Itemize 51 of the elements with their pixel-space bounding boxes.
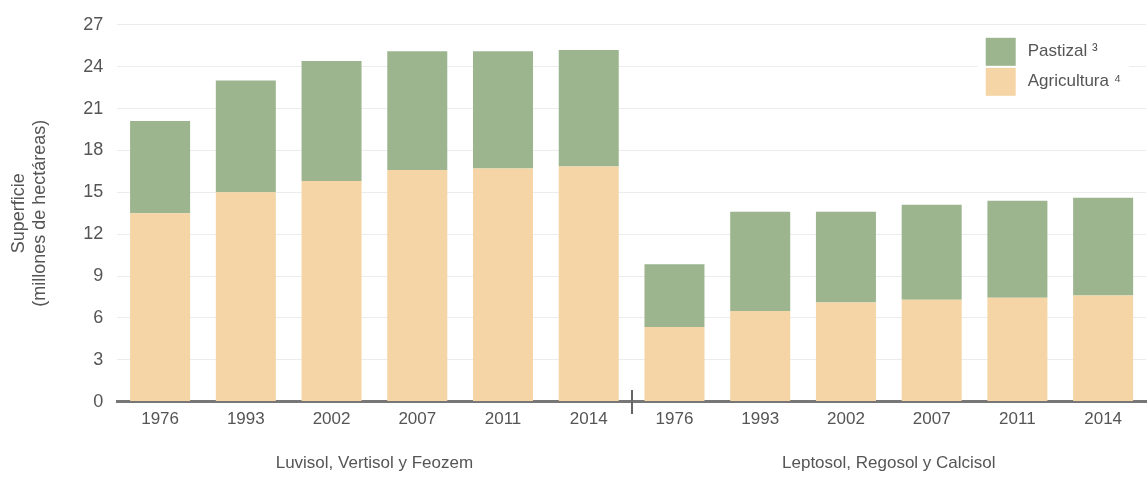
bar — [215, 80, 276, 193]
y-tick-label: 12 — [83, 223, 104, 244]
bar — [473, 51, 534, 169]
text: Leptosol, Regosol y Calcisol — [782, 453, 996, 473]
bar — [130, 213, 191, 402]
legend-label: Agricultura ⁴ — [1027, 71, 1122, 91]
x-tick-label: 2011 — [999, 409, 1036, 429]
bar — [1073, 295, 1134, 402]
bar — [987, 200, 1048, 298]
bar — [987, 297, 1048, 402]
x-tick-label: 1976 — [655, 409, 694, 429]
x-tick-label: 2014 — [569, 409, 608, 429]
x-tick-label: 2002 — [827, 409, 865, 429]
x-tick-label: 2011 — [484, 409, 522, 429]
y-axis-title: Superficie (millones de hectáreas) — [7, 119, 50, 307]
x-tick-label: 2002 — [312, 409, 351, 429]
bar — [387, 169, 448, 402]
legend-label: Pastizal ³ — [1027, 41, 1098, 61]
x-tick-label: 1993 — [741, 409, 780, 429]
bar — [730, 310, 791, 402]
x-tick-label: 1993 — [226, 409, 265, 429]
y-tick-label: 3 — [93, 348, 104, 369]
bar — [558, 166, 619, 402]
bar — [644, 326, 705, 402]
bar — [644, 264, 705, 327]
bar — [387, 51, 448, 170]
y-tick-label: 9 — [93, 264, 104, 285]
bar — [558, 49, 619, 167]
bar — [301, 181, 362, 402]
bar — [130, 121, 191, 214]
y-tick-label: 24 — [83, 55, 104, 76]
bar — [1073, 197, 1134, 296]
y-tick-label: 15 — [83, 181, 104, 202]
x-tick-label: 2007 — [398, 409, 437, 429]
bar — [901, 299, 962, 402]
bar — [815, 302, 876, 402]
text: Luvisol, Vertisol y Feozem — [275, 453, 474, 473]
y-tick-label: 6 — [93, 306, 104, 327]
x-tick-label: 2014 — [1084, 409, 1123, 429]
bar — [730, 211, 791, 311]
x-tick-label: 2007 — [912, 409, 951, 429]
x-tick-label: 1976 — [141, 409, 179, 429]
bar — [901, 204, 962, 300]
bar — [215, 192, 276, 402]
bar — [301, 61, 362, 182]
y-tick-label: 21 — [83, 97, 104, 118]
bar — [473, 168, 534, 402]
y-tick-label: 0 — [93, 390, 104, 411]
y-tick-label: 27 — [83, 13, 104, 34]
y-tick-label: 18 — [83, 139, 104, 160]
bar — [815, 211, 876, 303]
